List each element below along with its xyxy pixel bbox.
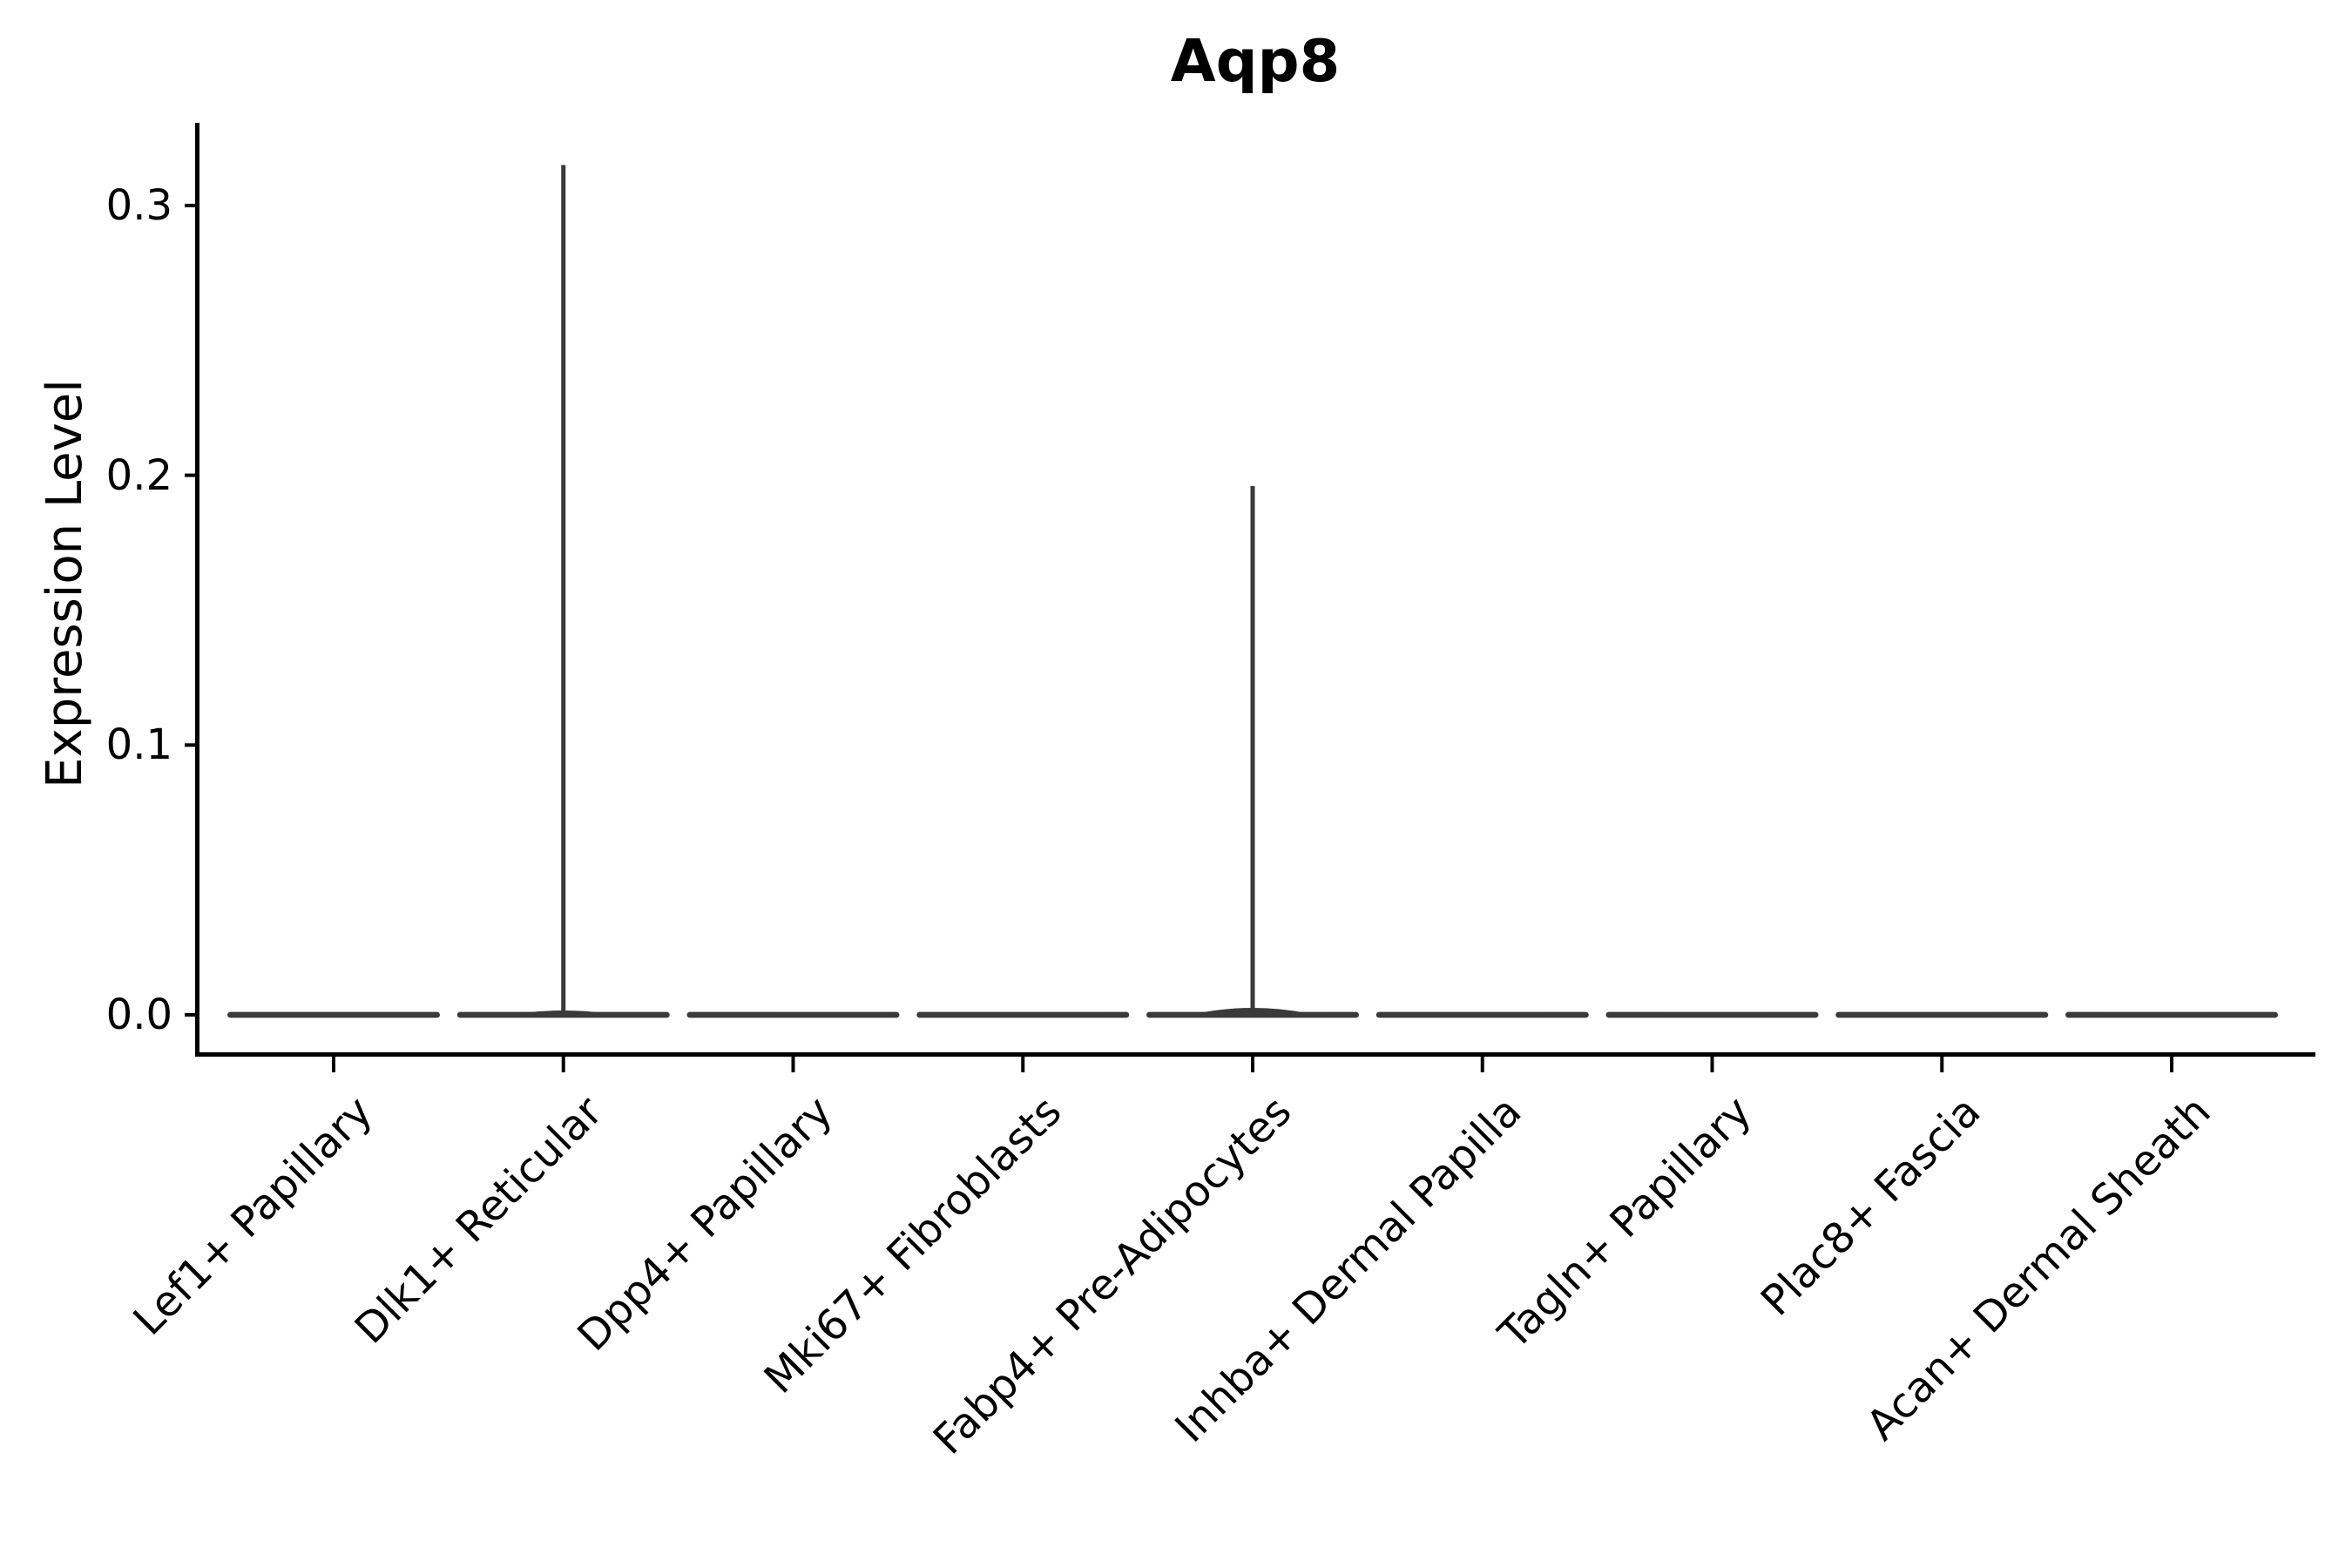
x-tick <box>1021 1057 1025 1072</box>
violin-spike-fabp4-pre-adipocytes <box>1250 485 1255 1015</box>
y-tick-label: 0.2 <box>105 450 172 500</box>
violin-acan-dermal-sheath <box>2065 1011 2278 1018</box>
y-tick <box>185 743 195 747</box>
violin-lef1-papillary <box>227 1011 440 1018</box>
violin-plac8-fascia <box>1835 1011 2049 1018</box>
chart-title: Aqp8 <box>1170 27 1341 95</box>
y-axis-label: Expression Level <box>37 379 93 788</box>
x-tick <box>1251 1057 1254 1072</box>
x-tick <box>1480 1057 1484 1072</box>
x-axis-spine <box>195 1052 2315 1057</box>
x-tick <box>561 1057 565 1072</box>
y-tick-label: 0.3 <box>105 180 172 230</box>
violin-spike-dlk1-reticular <box>561 165 566 1015</box>
x-tick <box>332 1057 335 1072</box>
violin-inhba-dermal-papilla <box>1375 1011 1589 1018</box>
x-tick <box>791 1057 795 1072</box>
x-tick <box>2170 1057 2173 1072</box>
y-tick <box>185 1013 195 1017</box>
violin-mki67-fibroblasts <box>916 1011 1130 1018</box>
violin-tagln-papillary <box>1605 1011 1819 1018</box>
y-tick <box>185 203 195 207</box>
y-tick-label: 0.1 <box>105 720 172 770</box>
y-tick-label: 0.0 <box>105 990 172 1039</box>
x-tick <box>1940 1057 1944 1072</box>
y-tick <box>185 473 195 477</box>
y-axis-spine <box>195 123 199 1057</box>
x-tick <box>1710 1057 1714 1072</box>
violin-dpp4-papillary <box>686 1011 900 1018</box>
